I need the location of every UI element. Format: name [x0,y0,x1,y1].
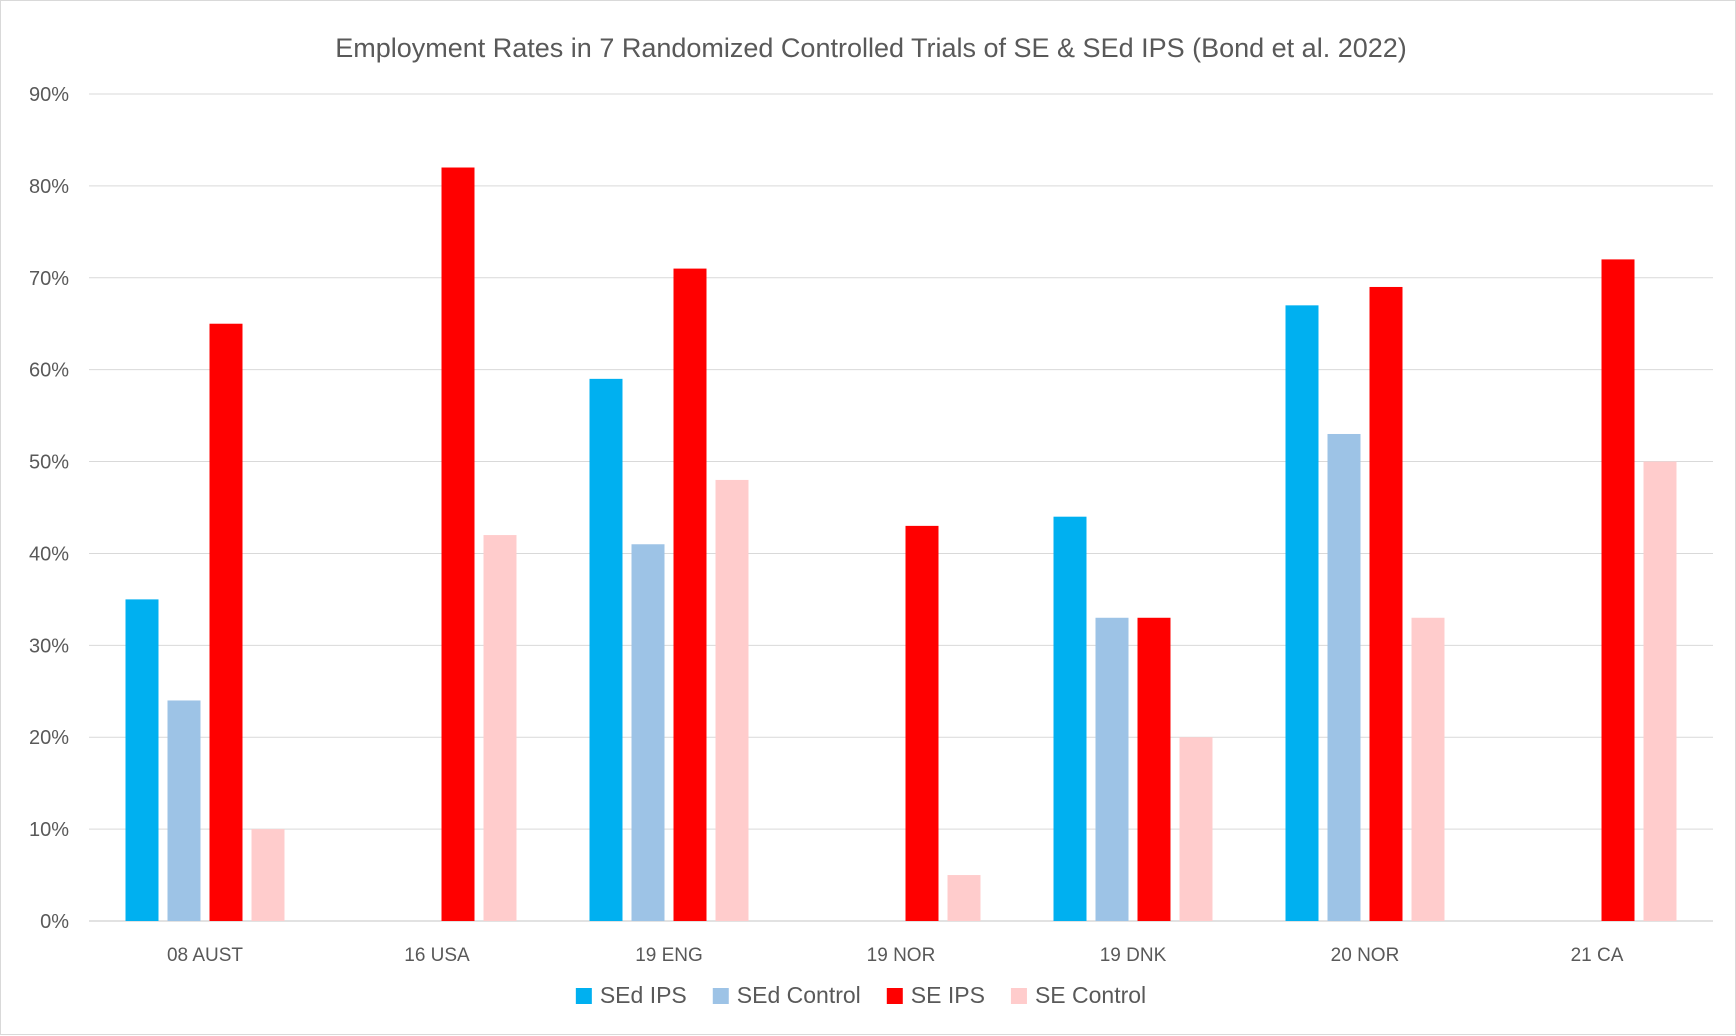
chart-title: Employment Rates in 7 Randomized Control… [335,33,1407,63]
bar-sed-control-20-nor [1327,433,1361,921]
y-tick-label: 50% [29,452,69,474]
bars [125,167,1677,922]
bar-se-control-20-nor [1411,617,1445,921]
x-tick-label: 21 CA [1571,945,1624,966]
legend-label-sed-ips: SEd IPS [600,982,687,1008]
bar-se-ips-20-nor [1369,286,1403,921]
bar-sed-control-08-aust [167,700,201,921]
y-tick-label: 10% [29,819,69,841]
x-tick-label: 19 DNK [1100,945,1167,966]
bar-se-control-21-ca [1643,461,1677,921]
x-axis-ticks: 08 AUST 16 USA 19 ENG 19 NOR 19 DNK 20 NOR 21 … [167,945,1624,966]
bar-se-control-19-eng [715,479,749,921]
x-tick-label: 19 NOR [867,945,936,966]
bar-sed-control-19-eng [631,544,665,921]
legend-swatch-se-control [1010,988,1027,1004]
bar-se-ips-19-nor [905,525,939,921]
bar-sed-ips-20-nor [1285,305,1319,921]
x-tick-label: 19 ENG [635,945,703,966]
legend: SEd IPS SEd Control SE IPS SE Control [575,982,1146,1008]
x-tick-label: 08 AUST [167,945,243,966]
bar-se-control-08-aust [251,829,285,921]
bar-se-control-16-usa [483,535,517,921]
bar-se-ips-19-eng [673,268,707,922]
bar-sed-ips-19-dnk [1053,516,1087,921]
bar-se-ips-21-ca [1601,259,1635,921]
legend-swatch-sed-ips [575,988,592,1004]
y-tick-label: 60% [29,360,69,382]
y-tick-label: 90% [29,84,69,106]
y-tick-label: 30% [29,635,69,657]
y-tick-label: 0% [40,911,69,933]
bar-se-ips-08-aust [209,323,243,921]
bar-sed-ips-08-aust [125,599,159,921]
y-tick-label: 80% [29,176,69,198]
legend-swatch-sed-control [712,988,729,1004]
y-tick-label: 70% [29,268,69,290]
y-tick-label: 20% [29,727,69,749]
bar-se-control-19-nor [947,875,981,921]
x-tick-label: 16 USA [404,945,470,966]
bar-se-ips-16-usa [441,167,475,921]
legend-label-se-control: SE Control [1035,982,1146,1008]
gridlines [89,93,1713,922]
y-axis-ticks: 0% 10% 20% 30% 40% 50% 60% 70% 80% 90% [29,84,69,933]
legend-label-sed-control: SEd Control [737,982,861,1008]
legend-swatch-se-ips [886,988,903,1004]
legend-label-se-ips: SE IPS [911,982,985,1008]
bar-sed-control-19-dnk [1095,617,1129,921]
y-tick-label: 40% [29,543,69,565]
bar-se-ips-19-dnk [1137,617,1171,921]
bar-se-control-19-dnk [1179,737,1213,921]
x-tick-label: 20 NOR [1331,945,1400,966]
bar-sed-ips-19-eng [589,378,623,921]
